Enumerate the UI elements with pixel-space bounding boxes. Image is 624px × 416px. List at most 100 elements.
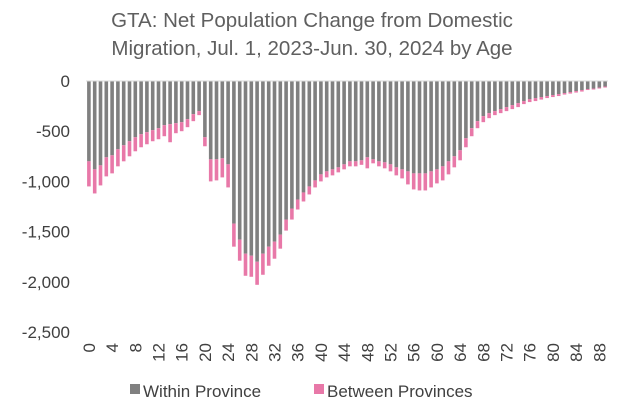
bar-between-provinces-age-61 bbox=[440, 166, 445, 181]
bar-between-provinces-age-89 bbox=[603, 86, 607, 88]
bar-between-provinces-age-10 bbox=[145, 132, 149, 145]
bar-between-provinces-age-3 bbox=[104, 157, 109, 177]
bar-between-provinces-age-53 bbox=[394, 167, 399, 176]
bar-between-provinces-age-70 bbox=[493, 111, 497, 116]
bar-within-province-age-85 bbox=[580, 81, 584, 91]
bar-within-province-age-30 bbox=[261, 81, 265, 254]
bar-between-provinces-age-57 bbox=[417, 173, 422, 191]
bar-within-province-age-59 bbox=[429, 81, 433, 172]
bar-between-provinces-age-78 bbox=[539, 97, 544, 100]
x-tick-label: 76 bbox=[521, 343, 540, 362]
bar-between-provinces-age-66 bbox=[469, 128, 474, 137]
bar-between-provinces-age-65 bbox=[464, 138, 468, 148]
x-tick-label: 80 bbox=[544, 343, 563, 362]
bar-within-province-age-71 bbox=[498, 81, 503, 110]
x-tick-label: 44 bbox=[335, 343, 354, 362]
bar-between-provinces-age-7 bbox=[127, 141, 132, 157]
bar-within-province-age-34 bbox=[284, 81, 288, 220]
x-tick-label: 28 bbox=[242, 343, 261, 362]
bar-within-province-age-68 bbox=[481, 81, 486, 117]
bar-between-provinces-age-15 bbox=[174, 123, 178, 134]
x-tick-label: 24 bbox=[219, 343, 238, 362]
bar-between-provinces-age-73 bbox=[510, 105, 515, 110]
bar-within-province-age-38 bbox=[307, 81, 312, 187]
bar-between-provinces-age-47 bbox=[359, 160, 364, 165]
y-tick-label: 0 bbox=[61, 72, 70, 91]
bar-between-provinces-age-14 bbox=[168, 124, 172, 143]
bar-between-provinces-age-24 bbox=[226, 164, 230, 188]
bar-within-province-age-6 bbox=[121, 81, 126, 146]
bar-within-province-age-69 bbox=[487, 81, 491, 114]
bar-within-province-age-78 bbox=[539, 81, 544, 98]
bar-within-province-age-45 bbox=[348, 81, 352, 162]
x-tick-label: 12 bbox=[150, 343, 169, 362]
bar-within-province-age-57 bbox=[417, 81, 422, 174]
bar-between-provinces-age-31 bbox=[266, 246, 271, 266]
x-tick-label: 8 bbox=[126, 343, 145, 352]
bar-within-province-age-1 bbox=[92, 81, 97, 170]
bar-between-provinces-age-84 bbox=[574, 91, 578, 93]
bar-between-provinces-age-79 bbox=[545, 96, 549, 99]
bar-within-province-age-83 bbox=[568, 81, 573, 93]
bar-between-provinces-age-80 bbox=[551, 95, 555, 98]
bar-within-province-age-3 bbox=[104, 81, 109, 158]
bar-within-province-age-58 bbox=[423, 81, 428, 174]
bar-within-province-age-87 bbox=[591, 81, 596, 89]
bar-within-province-age-42 bbox=[330, 81, 335, 170]
bar-within-province-age-49 bbox=[371, 81, 375, 160]
bar-between-provinces-age-62 bbox=[446, 161, 451, 175]
bar-within-province-age-73 bbox=[510, 81, 515, 106]
bar-between-provinces-age-42 bbox=[330, 169, 335, 176]
bar-within-province-age-23 bbox=[220, 81, 225, 159]
bar-between-provinces-age-12 bbox=[156, 128, 161, 140]
bar-within-province-age-84 bbox=[574, 81, 578, 92]
bar-within-province-age-26 bbox=[237, 81, 242, 240]
bar-between-provinces-age-45 bbox=[348, 161, 352, 167]
bar-between-provinces-age-43 bbox=[336, 167, 341, 173]
bar-within-province-age-7 bbox=[127, 81, 132, 142]
bar-between-provinces-age-0 bbox=[87, 161, 91, 187]
bar-within-province-age-24 bbox=[226, 81, 230, 165]
x-tick-label: 0 bbox=[80, 343, 99, 352]
chart-title-line-1: GTA: Net Population Change from Domestic bbox=[111, 9, 513, 32]
bar-within-province-age-61 bbox=[440, 81, 445, 167]
bar-between-provinces-age-18 bbox=[191, 114, 196, 122]
bar-within-province-age-60 bbox=[435, 81, 439, 170]
bar-within-province-age-16 bbox=[179, 81, 184, 123]
bar-within-province-age-12 bbox=[156, 81, 161, 129]
bar-between-provinces-age-21 bbox=[208, 159, 213, 182]
bar-between-provinces-age-38 bbox=[307, 186, 312, 195]
bar-between-provinces-age-35 bbox=[290, 208, 294, 220]
bar-within-province-age-51 bbox=[382, 81, 387, 163]
y-tick-label: -1,500 bbox=[22, 223, 70, 242]
legend-label-within-province: Within Province bbox=[143, 382, 261, 401]
bar-between-provinces-age-87 bbox=[591, 88, 596, 90]
bar-between-provinces-age-76 bbox=[527, 99, 532, 103]
bar-between-provinces-age-41 bbox=[324, 171, 329, 178]
x-tick-label: 72 bbox=[498, 343, 517, 362]
bar-within-province-age-20 bbox=[203, 81, 207, 138]
bar-within-province-age-41 bbox=[324, 81, 329, 172]
bar-within-province-age-52 bbox=[388, 81, 393, 165]
x-axis-ticks: 0 4 8 12 16 20 24 28 32 36 40 44 48 52 56 60 64 68 72 76 80 8… bbox=[80, 343, 609, 362]
bar-between-provinces-age-9 bbox=[139, 134, 143, 148]
x-tick-label: 4 bbox=[103, 343, 122, 352]
bar-within-province-age-53 bbox=[394, 81, 399, 168]
x-tick-label: 32 bbox=[266, 343, 285, 362]
bar-within-province-age-21 bbox=[208, 81, 213, 160]
bar-within-province-age-37 bbox=[301, 81, 306, 193]
bar-between-provinces-age-67 bbox=[475, 121, 480, 129]
bar-within-province-age-28 bbox=[249, 81, 254, 256]
bar-within-province-age-56 bbox=[411, 81, 416, 174]
bar-within-province-age-2 bbox=[98, 81, 103, 166]
bar-within-province-age-0 bbox=[87, 81, 91, 162]
bar-between-provinces-age-81 bbox=[556, 94, 561, 97]
bar-within-province-age-62 bbox=[446, 81, 451, 162]
bar-between-provinces-age-75 bbox=[522, 101, 526, 105]
bar-between-provinces-age-77 bbox=[533, 98, 538, 102]
bar-within-province-age-33 bbox=[278, 81, 283, 235]
bar-within-province-age-29 bbox=[255, 81, 259, 262]
chart-title-line-2: Migration, Jul. 1, 2023-Jun. 30, 2024 by… bbox=[111, 37, 512, 60]
bar-within-province-age-55 bbox=[406, 81, 410, 172]
